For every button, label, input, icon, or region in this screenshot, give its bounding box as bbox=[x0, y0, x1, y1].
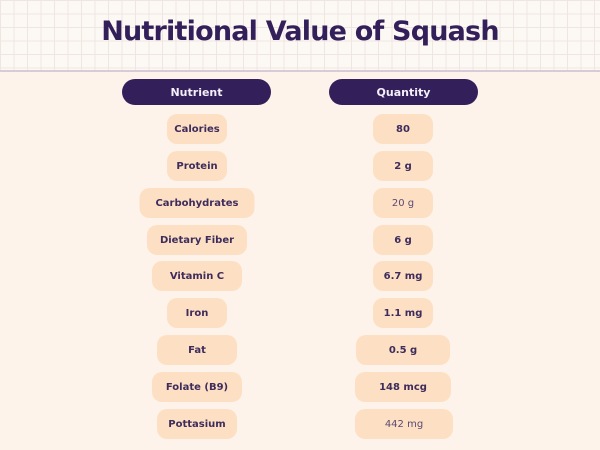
column-header-quantity: Quantity bbox=[329, 79, 478, 105]
quantity-cell: 80 bbox=[373, 114, 433, 144]
nutrient-cell: Vitamin C bbox=[152, 261, 242, 291]
nutrient-cell: Carbohydrates bbox=[139, 188, 255, 218]
nutrient-cell: Protein bbox=[167, 151, 227, 181]
quantity-cell: 1.1 mg bbox=[373, 298, 433, 328]
quantity-cell: 442 mg bbox=[355, 409, 453, 439]
nutrient-cell: Pottasium bbox=[157, 409, 237, 439]
quantity-cell: 2 g bbox=[373, 151, 433, 181]
quantity-cell: 6.7 mg bbox=[373, 261, 433, 291]
nutrient-cell: Iron bbox=[167, 298, 227, 328]
nutrient-cell: Dietary Fiber bbox=[147, 225, 247, 255]
nutrient-cell: Folate (B9) bbox=[152, 372, 242, 402]
nutrient-cell: Fat bbox=[157, 335, 237, 365]
title-banner: Nutritional Value of Squash bbox=[0, 0, 600, 72]
quantity-cell: 6 g bbox=[373, 225, 433, 255]
column-header-nutrient: Nutrient bbox=[122, 79, 271, 105]
quantity-cell: 148 mcg bbox=[355, 372, 451, 402]
nutrient-cell: Calories bbox=[167, 114, 227, 144]
page-title: Nutritional Value of Squash bbox=[101, 16, 499, 47]
quantity-cell: 0.5 g bbox=[356, 335, 450, 365]
quantity-cell: 20 g bbox=[373, 188, 433, 218]
